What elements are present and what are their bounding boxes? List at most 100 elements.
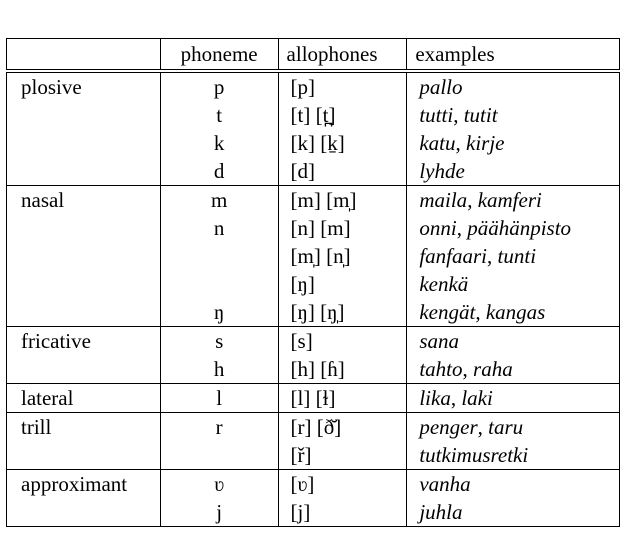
allophones-cell: [ŋ] [277, 270, 408, 298]
class-cell [6, 129, 161, 157]
examples-cell: lika, laki [406, 383, 620, 413]
phoneme-cell: ŋ [159, 298, 279, 327]
phoneme-cell: d [159, 157, 279, 186]
phoneme-cell: l [159, 383, 279, 413]
allophones-cell: [n] [m] [277, 214, 408, 242]
examples-cell: onni, päähänpisto [406, 214, 620, 242]
example-word: kenkä [419, 272, 469, 296]
example-word: vanha [419, 472, 471, 496]
example-word: päähänpisto [467, 216, 572, 240]
example-word: lika [419, 386, 451, 410]
phoneme-table: phoneme allophones examples plosive p [p] p… [6, 38, 620, 527]
example-word: pallo [419, 75, 463, 99]
example-word: tutti [419, 103, 454, 127]
examples-cell: sana [406, 326, 620, 355]
example-word: kirje [466, 131, 505, 155]
class-cell [6, 270, 161, 298]
class-cell: plosive [6, 69, 161, 101]
examples-cell: penger, taru [406, 412, 620, 441]
table-row: d [d] lyhde [6, 157, 620, 186]
phoneme-cell: j [159, 498, 279, 527]
phoneme-cell [159, 270, 279, 298]
allophones-cell: [r] [ð̆] [277, 412, 408, 441]
table-row: fricative s [s] sana [6, 326, 620, 355]
allophones-cell: [ř] [277, 441, 408, 470]
examples-cell: vanha [406, 469, 620, 498]
phoneme-cell: t [159, 101, 279, 129]
class-cell: nasal [6, 185, 161, 214]
phoneme-cell: m [159, 185, 279, 214]
class-cell [6, 498, 161, 527]
example-word: juhla [419, 500, 463, 524]
example-word: raha [473, 357, 513, 381]
allophones-cell: [ŋ] [ŋ̩] [277, 298, 408, 327]
allophones-cell: [t] [t̪] [277, 101, 408, 129]
example-word: katu [419, 131, 456, 155]
example-word: maila [419, 188, 468, 212]
examples-cell: tahto, raha [406, 355, 620, 384]
header-examples: examples [406, 38, 620, 71]
table-header: phoneme allophones examples [6, 38, 620, 71]
allophones-cell: [ʋ] [277, 469, 408, 498]
example-word: onni [419, 216, 457, 240]
table-row: [ř] tutkimusretki [6, 441, 620, 470]
examples-cell: maila, kamferi [406, 185, 620, 214]
class-cell [6, 298, 161, 327]
allophones-cell: [p] [277, 69, 408, 101]
allophones-cell: [d] [277, 157, 408, 186]
examples-cell: fanfaari, tunti [406, 242, 620, 270]
header-row: phoneme allophones examples [6, 38, 620, 71]
example-word: taru [488, 415, 524, 439]
table-row: [m̩] [n̩] fanfaari, tunti [6, 242, 620, 270]
example-word: kengät [419, 300, 476, 324]
table-row: k [k] [k̠] katu, kirje [6, 129, 620, 157]
example-word: laki [461, 386, 493, 410]
allophones-cell: [m̩] [n̩] [277, 242, 408, 270]
phoneme-cell [159, 242, 279, 270]
table-row: h [h] [ɦ] tahto, raha [6, 355, 620, 384]
phoneme-cell: ʋ [159, 469, 279, 498]
phoneme-cell: n [159, 214, 279, 242]
phoneme-cell [159, 441, 279, 470]
table-row: lateral l [l] [ɫ] lika, laki [6, 383, 620, 413]
table-row: n [n] [m] onni, päähänpisto [6, 214, 620, 242]
header-allophones: allophones [277, 38, 408, 71]
header-phoneme: phoneme [159, 38, 279, 71]
example-word: kangas [485, 300, 546, 324]
phoneme-cell: s [159, 326, 279, 355]
class-cell [6, 355, 161, 384]
table-row: [ŋ] kenkä [6, 270, 620, 298]
example-word: tahto [419, 357, 463, 381]
allophones-cell: [h] [ɦ] [277, 355, 408, 384]
example-word: fanfaari [419, 244, 488, 268]
class-cell: fricative [6, 326, 161, 355]
class-cell [6, 101, 161, 129]
examples-cell: katu, kirje [406, 129, 620, 157]
class-cell [6, 441, 161, 470]
allophones-cell: [l] [ɫ] [277, 383, 408, 413]
example-word: lyhde [419, 159, 465, 183]
allophones-cell: [s] [277, 326, 408, 355]
class-cell: trill [6, 412, 161, 441]
table-row: approximant ʋ [ʋ] vanha [6, 469, 620, 498]
examples-cell: lyhde [406, 157, 620, 186]
allophones-cell: [m] [m̩] [277, 185, 408, 214]
allophones-cell: [k] [k̠] [277, 129, 408, 157]
phoneme-cell: p [159, 69, 279, 101]
phoneme-cell: r [159, 412, 279, 441]
example-word: tutkimusretki [419, 443, 529, 467]
phoneme-cell: h [159, 355, 279, 384]
allophones-cell: [j] [277, 498, 408, 527]
example-word: tunti [497, 244, 537, 268]
table-row: plosive p [p] pallo [6, 69, 620, 101]
class-cell [6, 157, 161, 186]
examples-cell: tutkimusretki [406, 441, 620, 470]
example-word: tutit [463, 103, 498, 127]
class-cell [6, 242, 161, 270]
phoneme-cell: k [159, 129, 279, 157]
table-row: ŋ [ŋ] [ŋ̩] kengät, kangas [6, 298, 620, 327]
examples-cell: pallo [406, 69, 620, 101]
examples-cell: juhla [406, 498, 620, 527]
examples-cell: kengät, kangas [406, 298, 620, 327]
table-row: j [j] juhla [6, 498, 620, 527]
